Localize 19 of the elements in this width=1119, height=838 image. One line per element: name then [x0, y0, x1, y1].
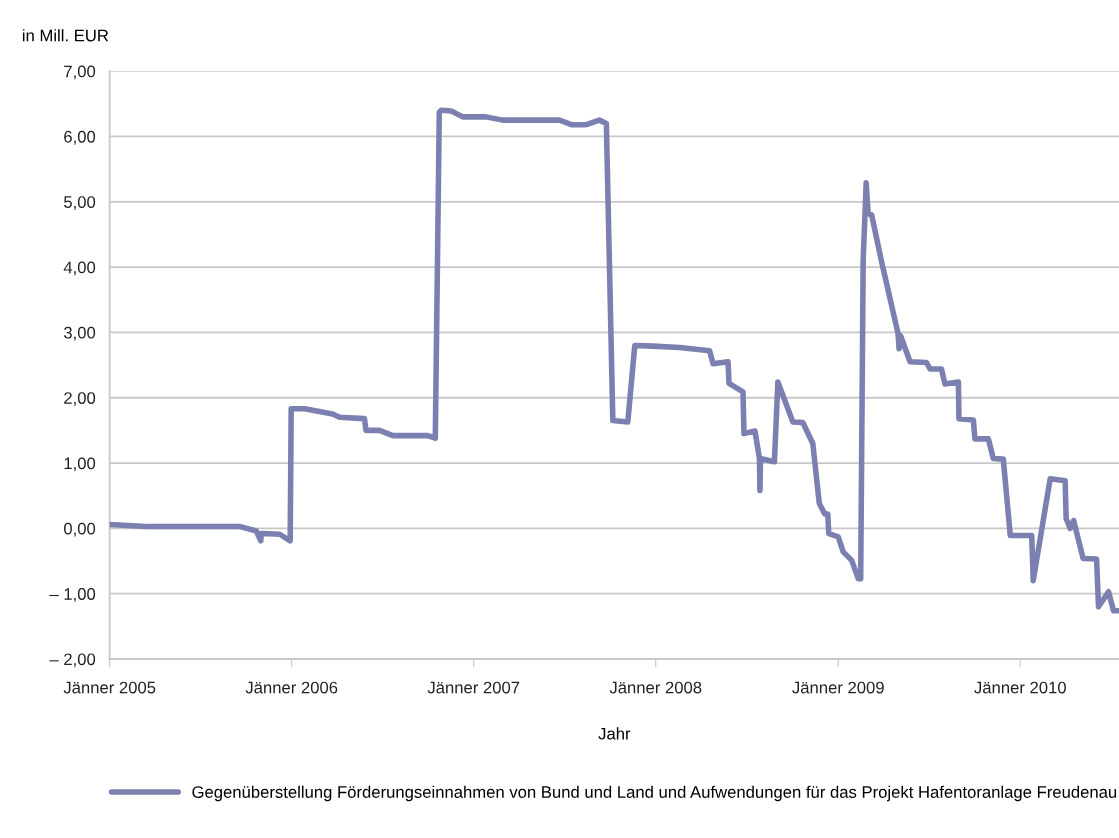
- x-tick-label: Jänner 2009: [792, 681, 884, 694]
- x-tick-label: Jänner 2008: [609, 681, 702, 694]
- y-tick-label: 1,00: [64, 457, 96, 472]
- y-tick-label: – 1,00: [49, 588, 96, 602]
- x-tick-label: Jänner 2005: [63, 681, 156, 694]
- x-axis-title: Jahr: [598, 727, 631, 740]
- x-tick-label: Jänner 2010: [974, 681, 1066, 694]
- y-tick-label: 6,00: [64, 130, 96, 145]
- y-tick-label: 3,00: [63, 326, 96, 341]
- x-tick-label: Jänner 2006: [245, 681, 338, 694]
- y-tick-label: – 2,00: [49, 653, 96, 668]
- y-tick-label: 7,00: [64, 65, 96, 80]
- y-tick-label: 5,00: [64, 196, 96, 210]
- y-tick-label: 2,00: [64, 392, 96, 406]
- y-tick-label: 0,00: [63, 522, 96, 537]
- x-tick-label: Jänner 2007: [427, 681, 520, 694]
- y-tick-label: 4,00: [63, 261, 96, 276]
- legend-label: Gegenüberstellung Förderungseinnahmen von Bund und Land und Aufwendungen für das Projekt Hafentoranlage Freudenau: [192, 785, 1117, 802]
- y-axis-title: in Mill. EUR: [22, 29, 109, 42]
